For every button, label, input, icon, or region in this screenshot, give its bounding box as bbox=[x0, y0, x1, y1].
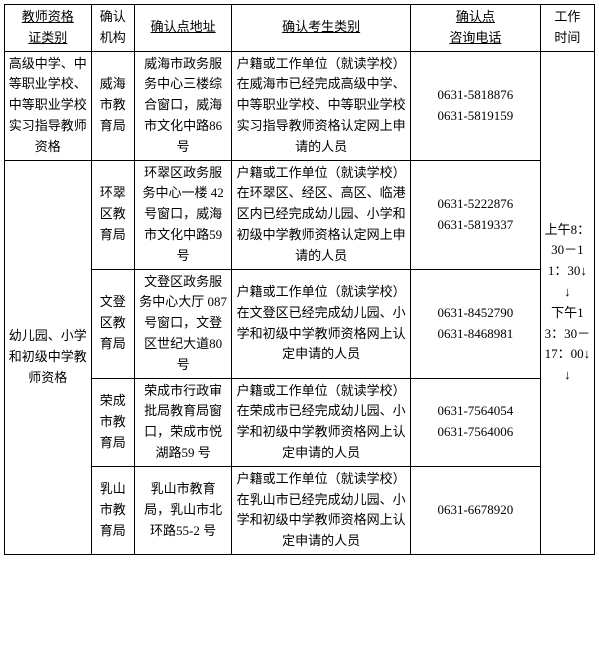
cell-phone: 0631-6678920 bbox=[410, 466, 540, 554]
cell-candidate: 户籍或工作单位（就读学校）在文登区已经完成幼儿园、小学和初级中学教师资格网上认定… bbox=[232, 269, 411, 378]
cell-address: 文登区政务服务中心大厅 087 号窗口，文登区世纪大道80 号 bbox=[134, 269, 231, 378]
cell-worktime: 上午8：30－11：30↓↓下午13：30－17：00↓↓ bbox=[540, 51, 594, 554]
cell-org: 威海市教育局 bbox=[91, 51, 134, 160]
cell-candidate: 户籍或工作单位（就读学校）在乳山市已经完成幼儿园、小学和初级中学教师资格网上认定… bbox=[232, 466, 411, 554]
cell-category: 幼儿园、小学和初级中学教师资格 bbox=[5, 160, 92, 554]
header-phone: 确认点咨询电话 bbox=[410, 5, 540, 52]
table-row: 荣成市教育局 荣成市行政审批局教育局窗口，荣成市悦湖路59 号 户籍或工作单位（… bbox=[5, 378, 595, 466]
cell-org: 环翠区教育局 bbox=[91, 160, 134, 269]
header-candidate: 确认考生类别 bbox=[232, 5, 411, 52]
cell-candidate: 户籍或工作单位（就读学校）在荣成市已经完成幼儿园、小学和初级中学教师资格网上认定… bbox=[232, 378, 411, 466]
table-row: 高级中学、中等职业学校、中等职业学校实习指导教师资格 威海市教育局 威海市政务服… bbox=[5, 51, 595, 160]
cell-org: 乳山市教育局 bbox=[91, 466, 134, 554]
confirmation-table: 教师资格证类别 确认机构 确认点地址 确认考生类别 确认点咨询电话 工作时间 高… bbox=[4, 4, 595, 555]
cell-category: 高级中学、中等职业学校、中等职业学校实习指导教师资格 bbox=[5, 51, 92, 160]
header-worktime: 工作时间 bbox=[540, 5, 594, 52]
cell-address: 荣成市行政审批局教育局窗口，荣成市悦湖路59 号 bbox=[134, 378, 231, 466]
header-address: 确认点地址 bbox=[134, 5, 231, 52]
cell-address: 环翠区政务服务中心一楼 42 号窗口，威海市文化中路59 号 bbox=[134, 160, 231, 269]
cell-phone: 0631-58188760631-5819159 bbox=[410, 51, 540, 160]
table-row: 幼儿园、小学和初级中学教师资格 环翠区教育局 环翠区政务服务中心一楼 42 号窗… bbox=[5, 160, 595, 269]
cell-address: 威海市政务服务中心三楼综合窗口，威海市文化中路86 号 bbox=[134, 51, 231, 160]
cell-org: 文登区教育局 bbox=[91, 269, 134, 378]
header-org: 确认机构 bbox=[91, 5, 134, 52]
cell-address: 乳山市教育局，乳山市北环路55-2 号 bbox=[134, 466, 231, 554]
cell-candidate: 户籍或工作单位（就读学校）在威海市已经完成高级中学、中等职业学校、中等职业学校实… bbox=[232, 51, 411, 160]
cell-phone: 0631-52228760631-5819337 bbox=[410, 160, 540, 269]
cell-org: 荣成市教育局 bbox=[91, 378, 134, 466]
table-row: 乳山市教育局 乳山市教育局，乳山市北环路55-2 号 户籍或工作单位（就读学校）… bbox=[5, 466, 595, 554]
cell-candidate: 户籍或工作单位（就读学校）在环翠区、经区、高区、临港区内已经完成幼儿园、小学和初… bbox=[232, 160, 411, 269]
header-row: 教师资格证类别 确认机构 确认点地址 确认考生类别 确认点咨询电话 工作时间 bbox=[5, 5, 595, 52]
table-row: 文登区教育局 文登区政务服务中心大厅 087 号窗口，文登区世纪大道80 号 户… bbox=[5, 269, 595, 378]
header-category: 教师资格证类别 bbox=[5, 5, 92, 52]
cell-phone: 0631-75640540631-7564006 bbox=[410, 378, 540, 466]
cell-phone: 0631-84527900631-8468981 bbox=[410, 269, 540, 378]
